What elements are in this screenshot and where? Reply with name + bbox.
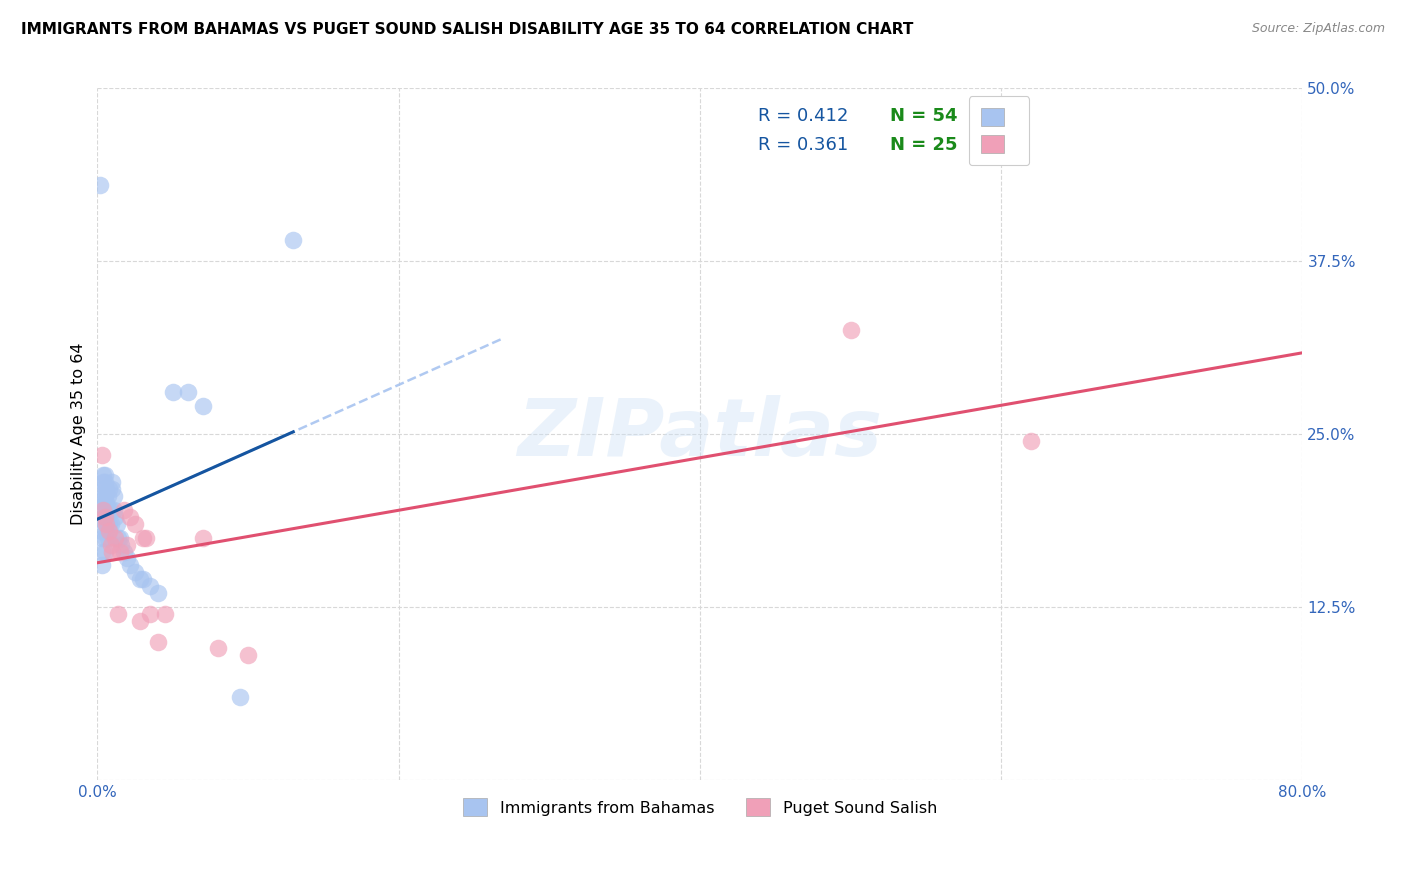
Point: [97, 531, 120, 545]
Point: [96, 516, 118, 531]
Point: [94, 510, 117, 524]
Point: [94, 544, 117, 558]
Point: [104, 510, 127, 524]
Point: [90, 558, 112, 573]
Point: [117, 538, 139, 552]
Point: [114, 503, 136, 517]
Point: [90, 524, 112, 538]
Point: [839, 323, 862, 337]
Point: [90, 448, 112, 462]
Point: [93, 503, 115, 517]
Point: [97, 489, 120, 503]
Point: [96, 503, 118, 517]
Point: [236, 648, 259, 663]
Point: [153, 607, 176, 621]
Point: [93, 475, 115, 490]
Point: [93, 510, 115, 524]
Point: [131, 531, 153, 545]
Text: IMMIGRANTS FROM BAHAMAS VS PUGET SOUND SALISH DISABILITY AGE 35 TO 64 CORRELATIO: IMMIGRANTS FROM BAHAMAS VS PUGET SOUND S…: [21, 22, 914, 37]
Point: [97, 516, 120, 531]
Point: [89, 178, 111, 192]
Point: [97, 503, 120, 517]
Point: [94, 489, 117, 503]
Point: [105, 516, 128, 531]
Point: [98, 483, 121, 497]
Point: [131, 572, 153, 586]
Point: [94, 503, 117, 517]
Point: [94, 516, 117, 531]
Y-axis label: Disability Age 35 to 64: Disability Age 35 to 64: [72, 343, 86, 525]
Point: [146, 634, 169, 648]
Point: [100, 538, 122, 552]
Point: [1021, 434, 1043, 448]
Point: [94, 531, 117, 545]
Text: Source: ZipAtlas.com: Source: ZipAtlas.com: [1251, 22, 1385, 36]
Point: [124, 566, 146, 580]
Point: [120, 510, 142, 524]
Point: [110, 538, 132, 552]
Point: [207, 641, 229, 656]
Point: [108, 544, 131, 558]
Point: [135, 531, 157, 545]
Point: [117, 551, 139, 566]
Point: [120, 558, 142, 573]
Point: [98, 524, 121, 538]
Point: [100, 503, 122, 517]
Text: N = 54: N = 54: [890, 107, 957, 125]
Point: [101, 475, 124, 490]
Point: [96, 524, 118, 538]
Point: [177, 385, 200, 400]
Point: [103, 503, 125, 517]
Point: [107, 531, 129, 545]
Point: [108, 531, 131, 545]
Text: ZIPatlas: ZIPatlas: [517, 395, 883, 473]
Point: [128, 614, 150, 628]
Point: [90, 544, 112, 558]
Point: [146, 586, 169, 600]
Point: [93, 468, 115, 483]
Point: [90, 531, 112, 545]
Point: [124, 516, 146, 531]
Point: [93, 489, 115, 503]
Point: [229, 690, 252, 704]
Point: [100, 516, 122, 531]
Point: [94, 496, 117, 510]
Point: [162, 385, 184, 400]
Point: [93, 483, 115, 497]
Point: [94, 468, 117, 483]
Point: [98, 503, 121, 517]
Point: [103, 489, 125, 503]
Point: [107, 607, 129, 621]
Point: [94, 475, 117, 490]
Point: [93, 496, 115, 510]
Point: [283, 233, 305, 247]
Point: [96, 483, 118, 497]
Legend: Immigrants from Bahamas, Puget Sound Salish: Immigrants from Bahamas, Puget Sound Sal…: [454, 790, 945, 824]
Point: [191, 399, 214, 413]
Text: R = 0.412: R = 0.412: [758, 107, 848, 125]
Point: [101, 483, 124, 497]
Point: [114, 544, 136, 558]
Point: [191, 531, 214, 545]
Text: N = 25: N = 25: [890, 136, 957, 154]
Point: [96, 496, 118, 510]
Point: [139, 579, 162, 593]
Point: [128, 572, 150, 586]
Text: R = 0.361: R = 0.361: [758, 136, 848, 154]
Point: [139, 607, 162, 621]
Point: [101, 544, 124, 558]
Point: [98, 516, 121, 531]
Point: [104, 531, 127, 545]
